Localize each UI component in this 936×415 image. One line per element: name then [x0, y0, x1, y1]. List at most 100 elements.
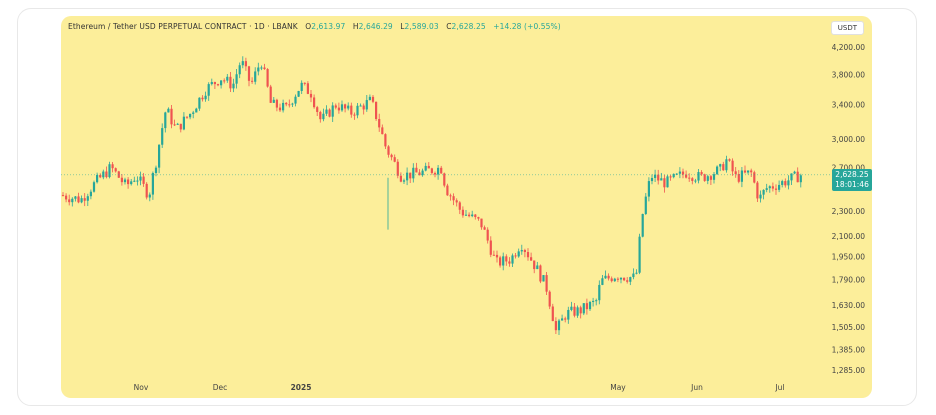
candle-body: [731, 160, 734, 172]
candle-body: [753, 172, 756, 183]
low-value: 2,589.03: [404, 22, 439, 31]
candle-body: [542, 275, 545, 282]
candle-body: [691, 178, 694, 181]
candle-body: [616, 278, 619, 280]
candle-body: [561, 318, 564, 321]
low-label: L: [400, 22, 405, 31]
candle-body: [564, 318, 567, 320]
candle-body: [545, 275, 548, 292]
candle-body: [626, 280, 629, 282]
candle-body: [489, 240, 492, 255]
candle-body: [384, 134, 387, 147]
candle-body: [164, 112, 167, 129]
candle-body: [232, 83, 235, 89]
candle-body: [793, 171, 796, 174]
candle-body: [378, 119, 381, 128]
high-label: H: [352, 22, 359, 31]
candle-body: [244, 61, 247, 67]
candle-body: [700, 172, 703, 175]
candle-body: [325, 109, 328, 114]
x-axis-label: Nov: [134, 383, 149, 392]
last-price-tag: 2,628.25 18:01:46: [832, 168, 872, 191]
candle-body: [71, 198, 74, 203]
candle-body: [158, 144, 161, 168]
candle-body: [300, 82, 303, 91]
candle-body: [520, 250, 523, 252]
x-axis-label: Dec: [213, 383, 228, 392]
candle-body: [446, 185, 449, 196]
candle-body: [666, 176, 669, 188]
candle-body: [607, 275, 610, 279]
change-value: +14.28 (+0.55%): [493, 22, 561, 31]
candle-body: [77, 196, 80, 203]
candle-body: [331, 105, 334, 117]
close-value: 2,628.25: [451, 22, 486, 31]
candle-body: [257, 67, 260, 72]
candle-body: [619, 277, 623, 280]
x-axis-label: 2025: [291, 383, 312, 392]
candle-body: [502, 256, 505, 266]
candle-body: [105, 171, 108, 178]
candle-body: [719, 164, 722, 167]
candle-body: [241, 61, 244, 66]
candle-body: [790, 173, 793, 181]
candle-body: [492, 254, 495, 256]
candle-body: [387, 146, 390, 155]
candle-body: [251, 80, 254, 82]
price-chart[interactable]: 4,200.00 3,800.00 3,400.00 3,000.00 2,700.00…: [61, 16, 872, 398]
x-axis-label: Jul: [774, 383, 784, 392]
candle-body: [610, 278, 613, 282]
candle-body: [768, 186, 771, 189]
candle-body: [154, 167, 158, 173]
candle-body: [678, 171, 681, 174]
candle-body: [319, 111, 322, 120]
candle-body: [306, 83, 309, 94]
candle-body: [613, 278, 616, 282]
candle-body: [99, 175, 102, 178]
candle-body: [505, 256, 508, 262]
candle-body: [406, 172, 409, 181]
candle-body: [483, 227, 486, 230]
candle-body: [210, 82, 213, 85]
candle-body: [604, 275, 607, 279]
candle-body: [799, 175, 802, 183]
candle-body: [632, 273, 635, 278]
candle-body: [576, 307, 579, 316]
candle-body: [353, 114, 356, 116]
chart-panel[interactable]: 4,200.00 3,800.00 3,400.00 3,000.00 2,700.00…: [61, 16, 872, 398]
candle-body: [440, 167, 443, 174]
candle-body: [148, 194, 151, 198]
candle-body: [247, 66, 251, 81]
candle-body: [694, 180, 697, 182]
x-axis-label: Jun: [690, 383, 703, 392]
candle-body: [660, 178, 663, 181]
candle-body: [663, 178, 666, 188]
candle-body: [657, 174, 660, 181]
candle-body: [796, 171, 799, 183]
close-label: C: [446, 22, 452, 31]
candle-body: [762, 189, 765, 195]
candle-body: [195, 108, 198, 113]
candle-body: [368, 96, 371, 101]
candle-body: [582, 303, 585, 314]
candle-body: [176, 123, 179, 125]
candle-body: [530, 257, 533, 261]
candle-body: [167, 108, 170, 113]
candle-body: [756, 182, 759, 199]
candle-body: [443, 173, 446, 186]
y-axis-tick-label: 2,300.00: [832, 207, 866, 216]
candle-body: [554, 321, 557, 331]
candle-body: [260, 67, 263, 69]
candle-body: [598, 284, 601, 301]
candle-body: [421, 170, 424, 176]
y-axis-tick-label: 2,700.00: [832, 164, 866, 173]
currency-button[interactable]: USDT: [830, 21, 864, 35]
candle-body: [263, 67, 266, 70]
candle-body: [120, 177, 123, 183]
candle-body: [774, 188, 778, 190]
candle-body: [102, 171, 105, 178]
candle-body: [269, 86, 272, 103]
candle-body: [275, 99, 278, 108]
candle-body: [362, 105, 365, 110]
candle-body: [396, 161, 399, 176]
